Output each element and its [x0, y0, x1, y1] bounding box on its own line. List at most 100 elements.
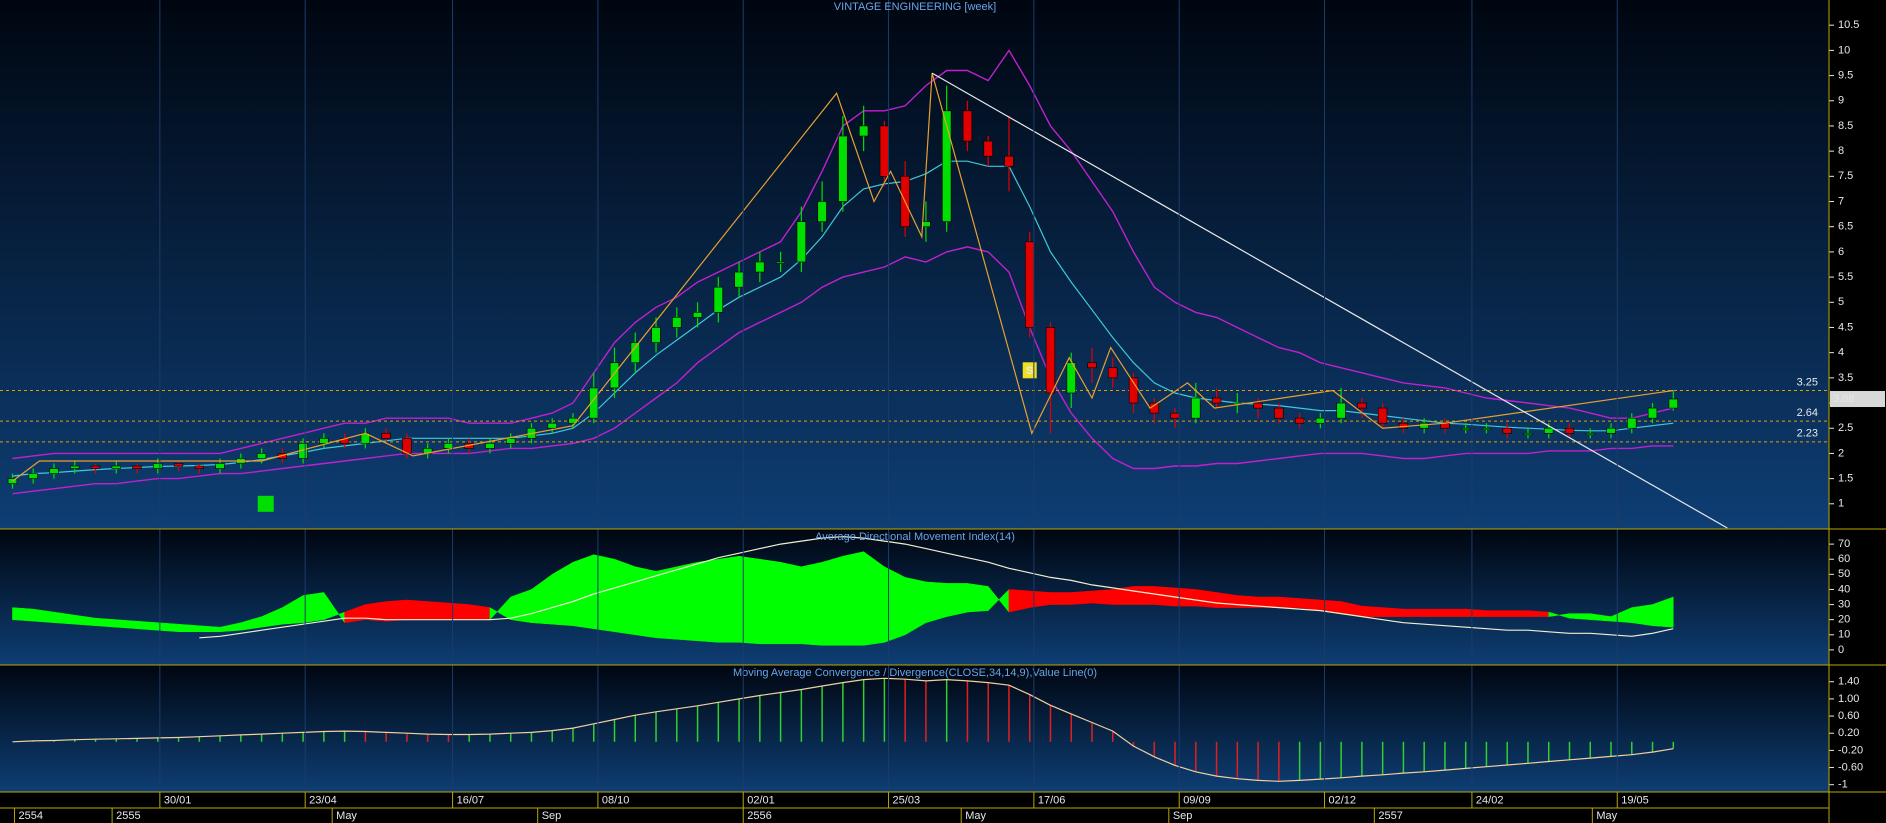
- di-band: [1382, 607, 1404, 617]
- y-tick-label: 7.5: [1838, 170, 1853, 182]
- y-tick-label: 70: [1838, 538, 1850, 550]
- last-price-box: [1830, 391, 1885, 408]
- candle-body: [1606, 427, 1616, 434]
- di-band: [1070, 590, 1093, 605]
- x-tick-label: 08/10: [602, 794, 630, 806]
- di-band: [1423, 608, 1446, 617]
- y-tick-label: 40: [1838, 583, 1850, 595]
- candle-body: [1419, 422, 1429, 429]
- x-tick-label: 16/07: [457, 794, 485, 806]
- level-label: 3.25: [1797, 376, 1818, 388]
- x-tick-label: 25/03: [893, 794, 921, 806]
- candle-body: [90, 465, 101, 469]
- di-band: [842, 551, 864, 646]
- y-tick-label: 3.5: [1838, 372, 1853, 384]
- candle-body: [153, 463, 163, 469]
- candle-body: [381, 432, 391, 439]
- candle-body: [651, 327, 661, 343]
- candle-body: [1627, 417, 1637, 429]
- di-band: [116, 619, 138, 630]
- candle-body: [817, 201, 827, 222]
- candle-body: [734, 271, 744, 288]
- candle-body: [1108, 367, 1118, 379]
- y-tick-label: 60: [1838, 553, 1850, 565]
- period-tick-label: May: [336, 810, 357, 822]
- candle-body: [28, 473, 38, 479]
- y-tick-label: 0: [1838, 644, 1844, 656]
- y-tick-label: 10: [1838, 629, 1850, 641]
- band-lower: [12, 246, 1674, 495]
- di-band: [302, 592, 325, 623]
- macd-panel: [0, 665, 1829, 792]
- candle-body: [319, 438, 329, 444]
- candle-body: [921, 221, 931, 228]
- candle-body: [1668, 398, 1678, 409]
- candle-body: [755, 261, 765, 273]
- x-tick-label: 17/06: [1038, 794, 1066, 806]
- y-tick-label: 5: [1838, 296, 1844, 308]
- macd-line: [12, 677, 1674, 782]
- di-band: [178, 623, 200, 633]
- di-band: [1403, 608, 1425, 617]
- y-tick-label: -0.20: [1838, 744, 1863, 756]
- trendline: [931, 72, 1728, 529]
- y-tick-label: 9.5: [1838, 69, 1853, 81]
- period-tick-label: 2555: [116, 810, 140, 822]
- period-tick-label: Sep: [542, 810, 562, 822]
- period-tick-label: May: [965, 810, 986, 822]
- y-tick-label: 4.5: [1838, 321, 1853, 333]
- candle-body: [443, 443, 454, 449]
- indicator-title: Average Directional Movement Index(14): [815, 531, 1015, 543]
- candle-body: [1377, 407, 1388, 424]
- di-band: [1133, 586, 1155, 605]
- period-tick-label: 2554: [19, 810, 43, 822]
- y-tick-label: 8: [1838, 145, 1844, 157]
- di-band: [385, 599, 408, 622]
- candle-body: [1294, 417, 1305, 424]
- di-band: [1631, 604, 1653, 627]
- value-axis: [1829, 0, 1886, 823]
- x-tick-label: 19/05: [1621, 794, 1649, 806]
- candle-body: [49, 468, 59, 474]
- di-band: [635, 566, 657, 639]
- di-band: [95, 617, 117, 628]
- y-tick-label: 0.60: [1838, 710, 1859, 722]
- di-band: [1444, 608, 1466, 617]
- candle-body: [1128, 377, 1139, 404]
- annotation: S: [1026, 365, 1033, 377]
- period-tick-label: 2556: [747, 810, 771, 822]
- di-band: [12, 607, 34, 622]
- x-tick-label: 09/09: [1183, 794, 1211, 806]
- main-plot: S: [0, 49, 1829, 529]
- y-tick-label: 7: [1838, 195, 1844, 207]
- period-tick-label: May: [1596, 810, 1617, 822]
- last-price-label: 3.08: [1833, 393, 1854, 405]
- macd-plot: Moving Average Convergence / Divergence(…: [12, 667, 1675, 782]
- candle-body: [942, 110, 952, 222]
- buy-marker: [257, 495, 274, 512]
- candle-body: [1045, 327, 1056, 394]
- di-band: [759, 558, 781, 645]
- candle-body: [1315, 417, 1326, 424]
- di-band: [863, 551, 885, 646]
- candle-body: [506, 438, 516, 444]
- candle-body: [692, 312, 703, 318]
- di-band: [157, 622, 179, 633]
- x-tick-label: 02/12: [1329, 794, 1357, 806]
- candle-body: [215, 463, 225, 469]
- candle-body: [1211, 397, 1222, 404]
- di-band: [1278, 596, 1300, 608]
- y-tick-label: 2.5: [1838, 422, 1853, 434]
- y-tick-label: 9: [1838, 95, 1844, 107]
- di-band: [801, 561, 823, 646]
- candle-body: [1025, 241, 1035, 328]
- candle-body: [7, 478, 18, 484]
- candle-body: [672, 317, 682, 328]
- candle-body: [1585, 432, 1595, 436]
- candle-body: [1274, 407, 1284, 419]
- di-band: [1652, 596, 1674, 628]
- candle-body: [547, 422, 557, 429]
- annotation-box: [1022, 362, 1037, 379]
- di-band: [1029, 590, 1051, 608]
